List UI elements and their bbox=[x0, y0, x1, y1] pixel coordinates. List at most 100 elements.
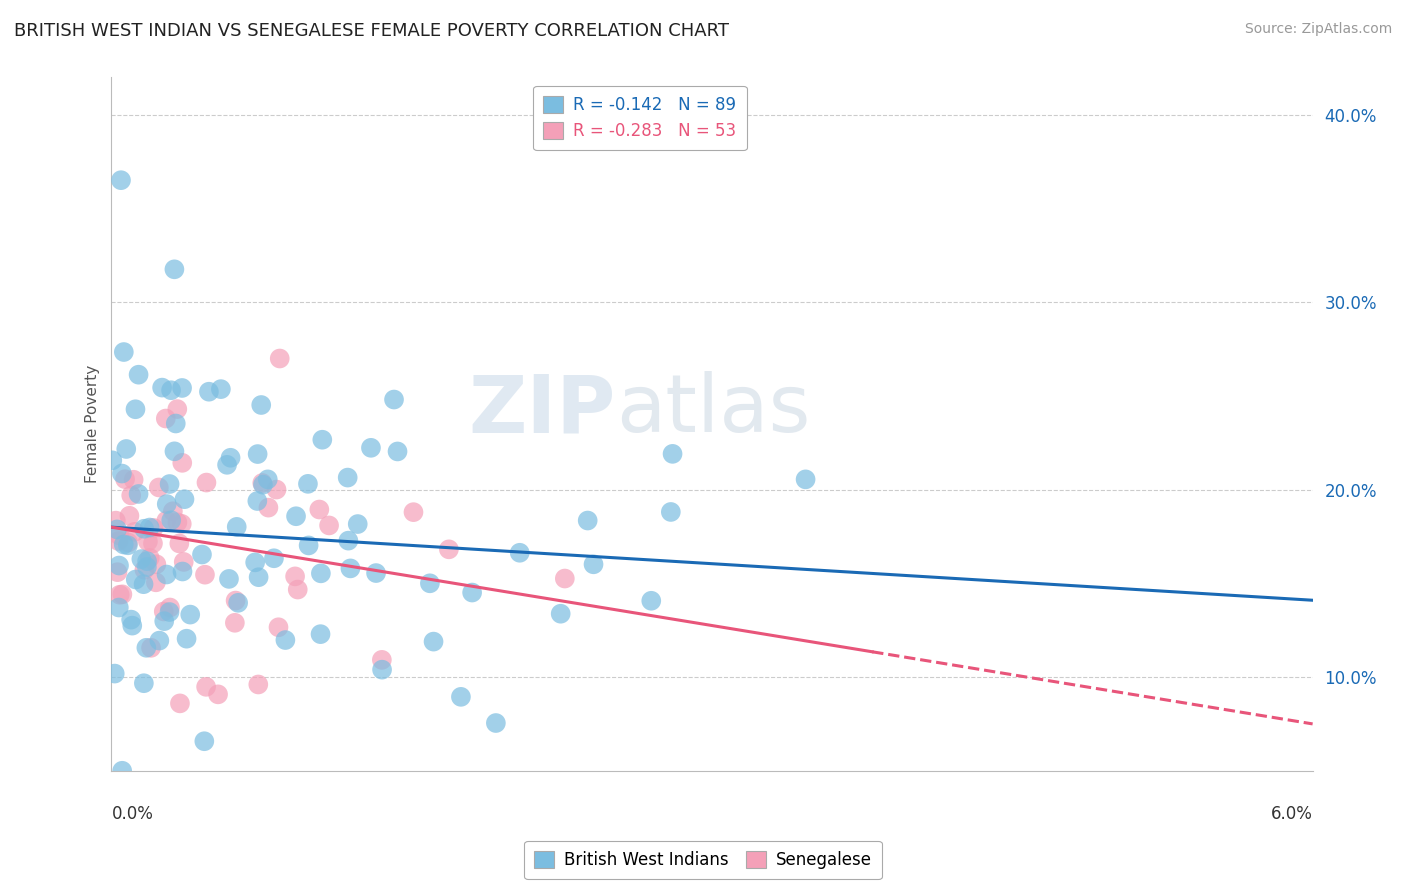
Point bbox=[101, 453, 124, 467]
Point bbox=[274, 633, 297, 648]
Point bbox=[134, 522, 156, 536]
Point bbox=[166, 402, 188, 417]
Point bbox=[136, 554, 159, 568]
Point bbox=[152, 604, 174, 618]
Point bbox=[219, 450, 242, 465]
Point bbox=[318, 518, 340, 533]
Point bbox=[112, 345, 135, 359]
Point bbox=[120, 613, 142, 627]
Point bbox=[247, 677, 270, 691]
Point bbox=[193, 734, 215, 748]
Point bbox=[640, 594, 662, 608]
Point bbox=[160, 513, 183, 527]
Point bbox=[285, 509, 308, 524]
Point bbox=[135, 640, 157, 655]
Point bbox=[336, 470, 359, 484]
Point bbox=[162, 504, 184, 518]
Point bbox=[159, 605, 181, 619]
Point bbox=[267, 620, 290, 634]
Point bbox=[132, 676, 155, 690]
Point bbox=[169, 697, 191, 711]
Point bbox=[114, 472, 136, 486]
Point bbox=[284, 569, 307, 583]
Point bbox=[266, 483, 288, 497]
Text: Source: ZipAtlas.com: Source: ZipAtlas.com bbox=[1244, 22, 1392, 37]
Point bbox=[104, 514, 127, 528]
Point bbox=[138, 520, 160, 534]
Point bbox=[263, 551, 285, 566]
Point bbox=[148, 633, 170, 648]
Point bbox=[155, 514, 177, 528]
Point bbox=[132, 577, 155, 591]
Point bbox=[243, 555, 266, 569]
Point bbox=[172, 456, 194, 470]
Point bbox=[371, 653, 394, 667]
Point bbox=[246, 494, 269, 508]
Point bbox=[297, 538, 319, 552]
Point bbox=[554, 572, 576, 586]
Point bbox=[120, 488, 142, 502]
Point bbox=[170, 516, 193, 531]
Point bbox=[115, 442, 138, 456]
Point bbox=[257, 500, 280, 515]
Point bbox=[165, 417, 187, 431]
Point bbox=[108, 558, 131, 573]
Point bbox=[111, 467, 134, 481]
Text: atlas: atlas bbox=[616, 371, 810, 450]
Point bbox=[225, 593, 247, 607]
Point bbox=[176, 632, 198, 646]
Point bbox=[509, 546, 531, 560]
Point bbox=[225, 520, 247, 534]
Point bbox=[172, 381, 194, 395]
Point bbox=[461, 585, 484, 599]
Point bbox=[153, 614, 176, 628]
Y-axis label: Female Poverty: Female Poverty bbox=[86, 365, 100, 483]
Point bbox=[360, 441, 382, 455]
Point bbox=[308, 502, 330, 516]
Point bbox=[794, 472, 817, 486]
Point bbox=[145, 558, 167, 572]
Point bbox=[659, 505, 682, 519]
Point bbox=[207, 687, 229, 701]
Point bbox=[226, 596, 249, 610]
Text: 0.0%: 0.0% bbox=[111, 805, 153, 823]
Point bbox=[195, 475, 218, 490]
Point bbox=[108, 600, 131, 615]
Point bbox=[118, 508, 141, 523]
Point bbox=[150, 381, 173, 395]
Point bbox=[195, 680, 218, 694]
Point bbox=[142, 536, 165, 550]
Point bbox=[173, 555, 195, 569]
Point bbox=[198, 384, 221, 399]
Point bbox=[419, 576, 441, 591]
Point bbox=[117, 538, 139, 552]
Point bbox=[550, 607, 572, 621]
Point bbox=[122, 473, 145, 487]
Point bbox=[125, 573, 148, 587]
Text: ZIP: ZIP bbox=[468, 371, 616, 450]
Point bbox=[108, 588, 131, 602]
Point bbox=[287, 582, 309, 597]
Point bbox=[128, 368, 150, 382]
Point bbox=[450, 690, 472, 704]
Point bbox=[110, 173, 132, 187]
Point bbox=[107, 534, 129, 549]
Point bbox=[156, 497, 179, 511]
Point bbox=[135, 560, 157, 574]
Point bbox=[191, 548, 214, 562]
Point bbox=[142, 521, 165, 535]
Point bbox=[134, 563, 156, 577]
Point bbox=[422, 634, 444, 648]
Point bbox=[218, 572, 240, 586]
Point bbox=[252, 475, 274, 490]
Point bbox=[402, 505, 425, 519]
Point bbox=[297, 476, 319, 491]
Point bbox=[382, 392, 405, 407]
Point bbox=[155, 411, 177, 425]
Point bbox=[160, 383, 183, 397]
Point bbox=[111, 764, 134, 778]
Point bbox=[105, 523, 128, 537]
Point bbox=[172, 565, 194, 579]
Point bbox=[107, 565, 129, 579]
Point bbox=[159, 600, 181, 615]
